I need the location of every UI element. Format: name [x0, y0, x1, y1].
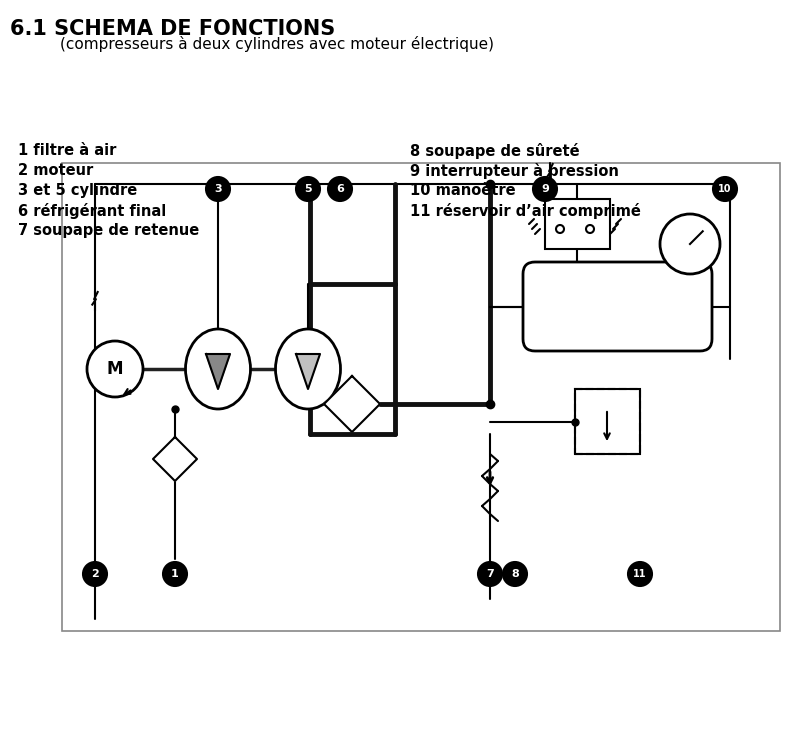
Text: 7 soupape de retenue: 7 soupape de retenue — [18, 223, 199, 238]
Text: 8: 8 — [511, 569, 519, 579]
Circle shape — [83, 562, 107, 586]
Ellipse shape — [186, 329, 250, 409]
Circle shape — [478, 562, 502, 586]
Circle shape — [296, 177, 320, 201]
Polygon shape — [153, 437, 197, 481]
Polygon shape — [296, 354, 320, 389]
Circle shape — [533, 177, 557, 201]
Text: 2 moteur: 2 moteur — [18, 163, 94, 178]
Text: 11: 11 — [634, 569, 646, 579]
Circle shape — [660, 214, 720, 274]
Text: 8 soupape de sûreté: 8 soupape de sûreté — [410, 143, 580, 159]
Bar — [62, 163, 780, 631]
Text: M: M — [106, 360, 123, 378]
Text: 10: 10 — [718, 184, 732, 194]
Text: 9: 9 — [541, 184, 549, 194]
Polygon shape — [324, 376, 380, 432]
Polygon shape — [206, 354, 230, 389]
Circle shape — [503, 562, 527, 586]
Text: 3 et 5 cylindre: 3 et 5 cylindre — [18, 183, 138, 198]
Circle shape — [628, 562, 652, 586]
Circle shape — [87, 341, 143, 397]
Text: 9 interrupteur à pression: 9 interrupteur à pression — [410, 163, 619, 179]
Circle shape — [586, 225, 594, 233]
Circle shape — [163, 562, 187, 586]
Text: 2: 2 — [91, 569, 99, 579]
Text: 6: 6 — [336, 184, 344, 194]
Text: 6.1 SCHEMA DE FONCTIONS: 6.1 SCHEMA DE FONCTIONS — [10, 19, 335, 39]
Text: 1 filtre à air: 1 filtre à air — [18, 143, 116, 158]
FancyBboxPatch shape — [523, 262, 712, 351]
Text: 7: 7 — [486, 569, 494, 579]
Circle shape — [556, 225, 564, 233]
Text: 6 réfrigérant final: 6 réfrigérant final — [18, 203, 166, 219]
Circle shape — [713, 177, 737, 201]
Text: 5: 5 — [304, 184, 312, 194]
Bar — [545, 199, 610, 249]
Circle shape — [206, 177, 230, 201]
Ellipse shape — [275, 329, 341, 409]
Circle shape — [328, 177, 352, 201]
Text: 10 manoètre: 10 manoètre — [410, 183, 516, 198]
Text: 11 réservoir d’air comprimé: 11 réservoir d’air comprimé — [410, 203, 641, 219]
Text: 3: 3 — [214, 184, 222, 194]
Bar — [575, 389, 640, 454]
Text: 1: 1 — [171, 569, 179, 579]
Bar — [575, 389, 640, 454]
Text: (compresseurs à deux cylindres avec moteur électrique): (compresseurs à deux cylindres avec mote… — [60, 36, 494, 52]
